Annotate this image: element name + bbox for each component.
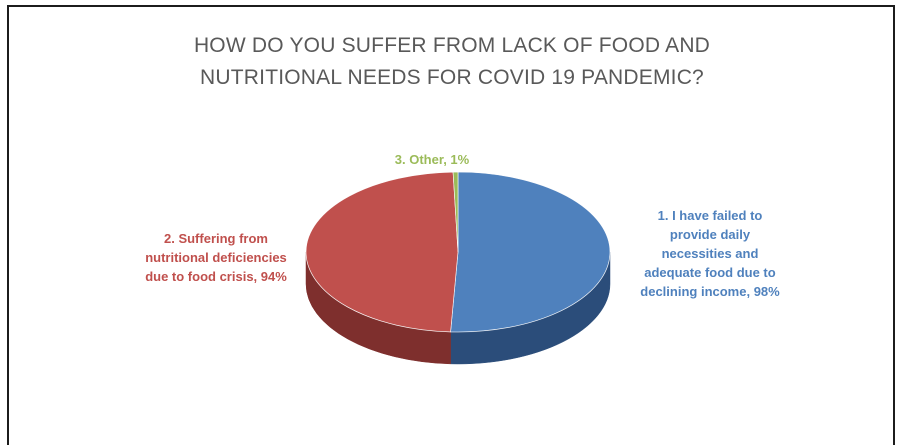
slice-label-line: 1. I have failed to (657, 208, 763, 223)
slice-label-line: nutritional deficiencies (145, 250, 287, 265)
slice-label-line: 3. Other, 1% (394, 152, 470, 167)
chart-title: HOW DO YOU SUFFER FROM LACK OF FOOD AND … (0, 30, 904, 94)
slice-label-line: declining income, 98% (640, 284, 780, 299)
slice-label-line: provide daily (669, 227, 751, 242)
pie-slice-2 (305, 171, 459, 333)
slice-label-line: necessities and (661, 246, 759, 261)
pie-rim (305, 171, 611, 333)
slice-label-line: due to food crisis, 94% (145, 269, 287, 284)
chart-title-line-1: HOW DO YOU SUFFER FROM LACK OF FOOD AND (193, 34, 711, 57)
slice-label-failed-to-provide: 1. I have failed to provide daily necess… (610, 206, 810, 301)
slice-label-line: 2. Suffering from (163, 231, 268, 246)
slice-label-nutritional-deficiencies: 2. Suffering from nutritional deficienci… (118, 229, 314, 286)
slice-label-line: adequate food due to (644, 265, 776, 280)
pie-slice-3 (452, 171, 459, 253)
slice-label-other: 3. Other, 1% (372, 150, 492, 169)
chart-title-line-2: NUTRITIONAL NEEDS FOR COVID 19 PANDEMIC? (200, 66, 704, 89)
pie-slice-1 (450, 171, 611, 333)
